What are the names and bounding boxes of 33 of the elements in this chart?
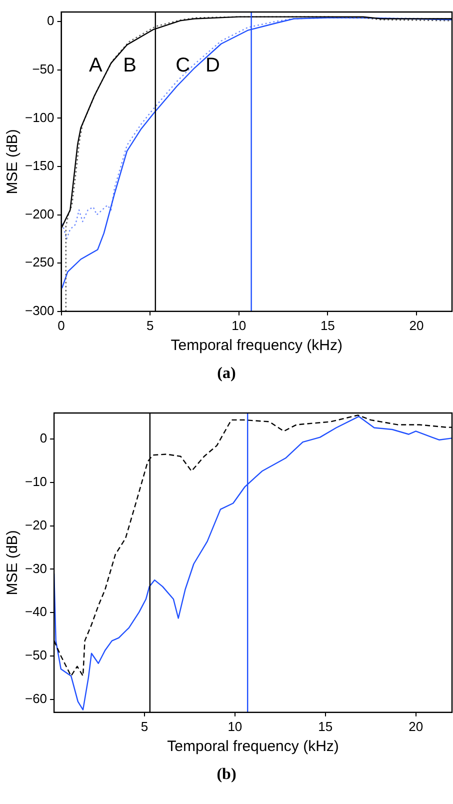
x-tick-label: 0 (58, 318, 65, 333)
x-tick-label: 15 (318, 718, 333, 734)
text: (a) (216, 364, 237, 384)
x-tick-label: 10 (228, 718, 242, 734)
y-axis-title: MSE (dB) (4, 530, 22, 596)
text: (b) (216, 765, 238, 785)
series-label: A (88, 54, 103, 76)
y-tick-label: 0 (47, 13, 54, 28)
y-tick-label: −50 (24, 648, 48, 663)
series-label: C (176, 54, 190, 76)
x-tick-label: 10 (232, 318, 246, 333)
x-tick-label: 15 (320, 318, 335, 333)
y-tick-label: −100 (24, 110, 54, 125)
x-axis-title: Temporal frequency (kHz) (167, 738, 339, 756)
y-tick-label: −250 (24, 254, 54, 270)
y-tick-label: −150 (24, 158, 54, 174)
y-tick-label: −30 (24, 560, 48, 576)
y-tick-label: −60 (24, 690, 48, 706)
y-tick-label: −40 (24, 604, 48, 620)
x-tick-label: 5 (146, 318, 154, 333)
y-tick-label: −10 (24, 474, 48, 490)
y-tick-label: 0 (40, 430, 48, 446)
y-axis-title: MSE (dB) (4, 129, 22, 194)
y-tick-label: −20 (24, 517, 48, 532)
series-label: B (123, 54, 137, 76)
y-tick-label: −200 (24, 206, 54, 222)
x-axis-title: Temporal frequency (kHz) (170, 337, 343, 354)
y-tick-label: −300 (24, 302, 54, 318)
y-tick-label: −50 (32, 62, 54, 77)
x-tick-label: 20 (408, 718, 424, 734)
x-tick-label: 5 (140, 718, 148, 734)
series-label: D (205, 54, 220, 76)
x-tick-label: 20 (409, 318, 424, 333)
